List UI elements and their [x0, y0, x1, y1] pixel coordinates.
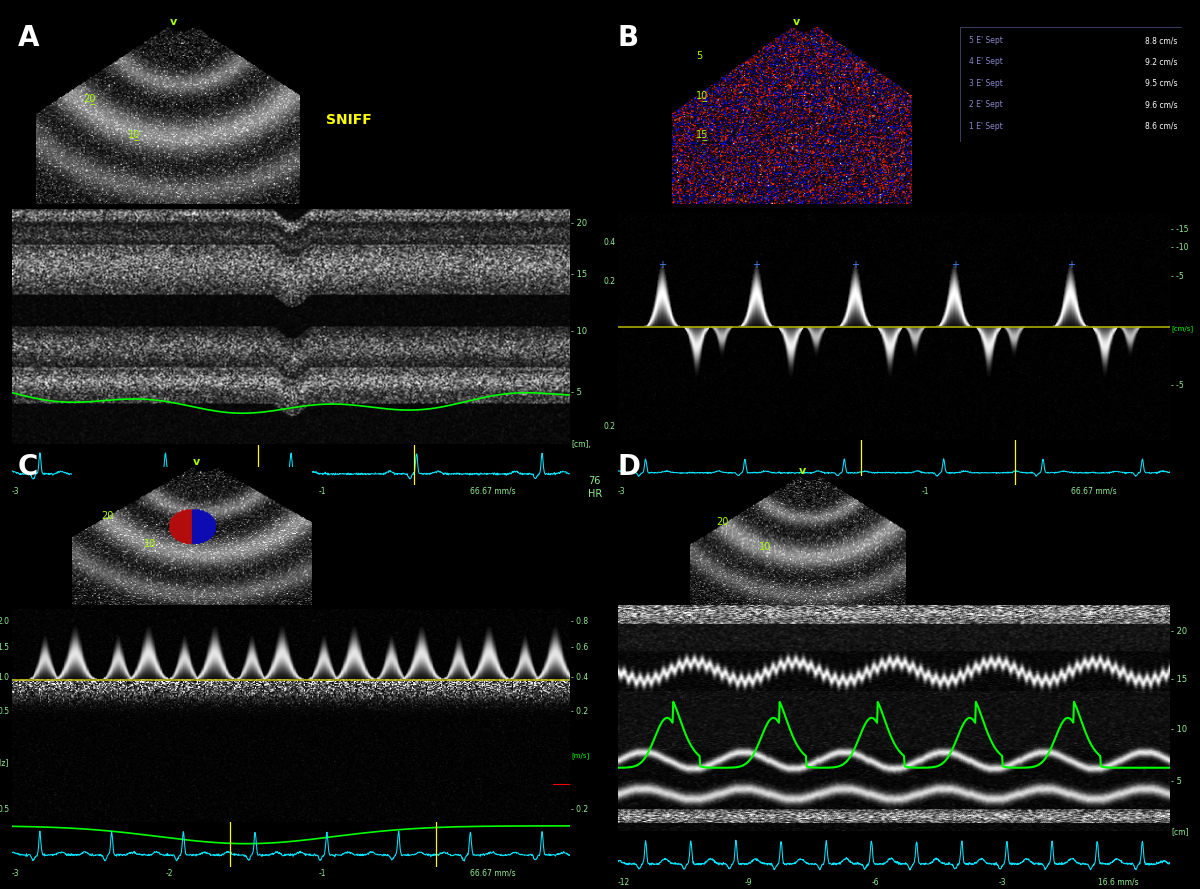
Text: -1: -1 — [922, 487, 929, 496]
Text: - 5: - 5 — [1171, 777, 1182, 786]
Text: - -5: - -5 — [1171, 272, 1184, 281]
Text: [m/s]: [m/s] — [571, 752, 589, 759]
Text: 10: 10 — [144, 539, 156, 549]
Text: - 20: - 20 — [1171, 628, 1187, 637]
Text: 15̲: 15̲ — [696, 129, 708, 140]
Text: C: C — [18, 453, 38, 481]
Text: 8.6 cm/s: 8.6 cm/s — [1145, 122, 1177, 131]
Text: - 5: - 5 — [571, 388, 582, 397]
Text: -3: -3 — [12, 869, 19, 878]
Text: D: D — [618, 453, 641, 481]
Text: - -5: - -5 — [1171, 381, 1184, 390]
Text: -1: -1 — [319, 486, 326, 495]
Text: A: A — [18, 24, 40, 52]
Text: 20: 20 — [716, 517, 728, 526]
Text: -12: -12 — [618, 878, 630, 887]
Text: 0.5: 0.5 — [0, 805, 10, 814]
Text: - 0.2: - 0.2 — [571, 707, 588, 716]
Text: -2: -2 — [166, 486, 173, 495]
Text: 20̲: 20̲ — [84, 93, 96, 104]
Text: 2.0: 2.0 — [0, 617, 10, 626]
Text: 20: 20 — [101, 511, 113, 521]
Text: 10: 10 — [760, 542, 772, 552]
Text: 10̲: 10̲ — [696, 90, 708, 100]
Text: -3: -3 — [618, 487, 625, 496]
Text: [kHz]: [kHz] — [0, 758, 10, 767]
Text: HR: HR — [588, 489, 602, 499]
Text: - 20: - 20 — [571, 219, 587, 228]
Text: 66.67 mm/s: 66.67 mm/s — [1070, 487, 1116, 496]
Text: [cm]: [cm] — [1171, 827, 1189, 836]
Text: 5: 5 — [696, 51, 702, 60]
Text: -3: -3 — [998, 878, 1007, 887]
Text: 9.5 cm/s: 9.5 cm/s — [1145, 79, 1177, 88]
Text: - 10: - 10 — [571, 327, 587, 336]
Text: v: v — [193, 457, 200, 467]
Text: 1.0: 1.0 — [0, 673, 10, 682]
Text: - 0.8: - 0.8 — [571, 617, 588, 626]
Text: -2: -2 — [166, 869, 173, 878]
Text: 0.2: 0.2 — [604, 276, 616, 286]
Text: +: + — [851, 260, 859, 269]
Text: 0.4: 0.4 — [604, 238, 616, 247]
Text: 66.67 mm/s: 66.67 mm/s — [469, 869, 515, 878]
Text: 4 E' Sept: 4 E' Sept — [968, 58, 1003, 67]
Text: +: + — [658, 260, 666, 269]
Text: 76: 76 — [588, 476, 600, 485]
Text: +: + — [950, 260, 959, 269]
Text: v: v — [793, 17, 800, 27]
Text: 2 E' Sept: 2 E' Sept — [968, 100, 1003, 109]
Text: - 0.6: - 0.6 — [571, 643, 588, 652]
Text: - 15: - 15 — [1171, 675, 1187, 684]
Text: +: + — [1067, 260, 1075, 269]
Text: -1: -1 — [319, 869, 326, 878]
Text: - 10: - 10 — [1171, 725, 1187, 733]
Text: v: v — [169, 17, 176, 27]
Text: -9: -9 — [745, 878, 752, 887]
Text: -3: -3 — [12, 486, 19, 495]
Text: +: + — [752, 260, 760, 269]
Text: 8.8 cm/s: 8.8 cm/s — [1145, 36, 1177, 45]
Text: 0.5: 0.5 — [0, 707, 10, 716]
Text: 16.6 mm/s: 16.6 mm/s — [1098, 878, 1139, 887]
Text: 1.5: 1.5 — [0, 643, 10, 652]
Text: 9.2 cm/s: 9.2 cm/s — [1145, 58, 1177, 67]
Text: 10̲: 10̲ — [128, 129, 140, 140]
Text: 3 E' Sept: 3 E' Sept — [968, 79, 1003, 88]
Text: -2: -2 — [770, 487, 778, 496]
Text: -6: -6 — [872, 878, 880, 887]
Text: - -10: - -10 — [1171, 243, 1189, 252]
Text: SNIFF: SNIFF — [326, 114, 372, 127]
Text: - 0.2: - 0.2 — [571, 805, 588, 814]
Text: [cm],: [cm], — [571, 440, 590, 449]
Text: - 15: - 15 — [571, 270, 587, 279]
Text: 66.67 mm/s: 66.67 mm/s — [469, 486, 515, 495]
Text: - -15: - -15 — [1171, 225, 1189, 234]
Text: v: v — [799, 466, 806, 476]
Text: - 0.4: - 0.4 — [571, 673, 588, 682]
Text: B: B — [618, 24, 640, 52]
Text: [cm/s]: [cm/s] — [1171, 325, 1193, 332]
Text: 5 E' Sept: 5 E' Sept — [968, 36, 1003, 45]
Text: 1 E' Sept: 1 E' Sept — [968, 122, 1003, 131]
Text: 9.6 cm/s: 9.6 cm/s — [1145, 100, 1177, 109]
Text: 0.2: 0.2 — [604, 422, 616, 431]
